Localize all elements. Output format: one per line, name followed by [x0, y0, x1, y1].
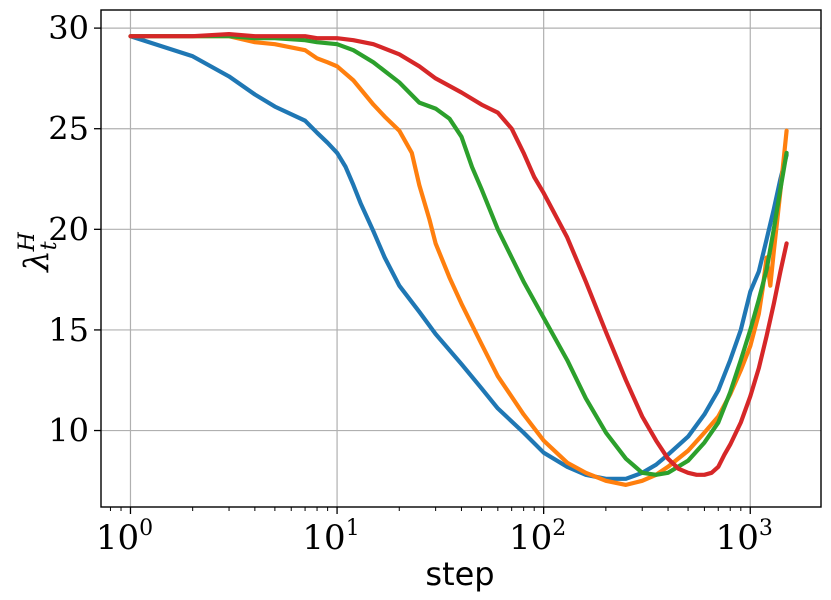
y-tick-label: 30: [48, 9, 89, 47]
y-tick-label: 20: [48, 210, 89, 248]
series-line-3: [128, 34, 789, 477]
series-line-4: [128, 31, 789, 477]
y-axis-label-superscript: H: [15, 231, 40, 252]
x-tick-label: 103: [716, 516, 773, 558]
tick-layer: 100 101 102 103 10 15 20 25 30: [48, 9, 773, 558]
y-axis-label-symbol: λ: [17, 250, 57, 274]
y-tick-label: 15: [48, 311, 89, 349]
series-line-1: [128, 34, 789, 481]
series-line-2: [128, 34, 789, 487]
grid-layer: [101, 10, 821, 507]
y-tick-label: 25: [48, 110, 89, 148]
x-tick-label: 102: [509, 516, 566, 558]
x-axis-label: step: [425, 555, 494, 593]
y-axis-label-subscript: t: [37, 241, 62, 250]
y-tick-label: 10: [48, 412, 89, 450]
x-tick-label: 101: [302, 516, 359, 558]
y-axis-label: λtH: [15, 231, 62, 273]
x-tick-label: 100: [96, 516, 153, 558]
series-layer: [128, 31, 789, 487]
